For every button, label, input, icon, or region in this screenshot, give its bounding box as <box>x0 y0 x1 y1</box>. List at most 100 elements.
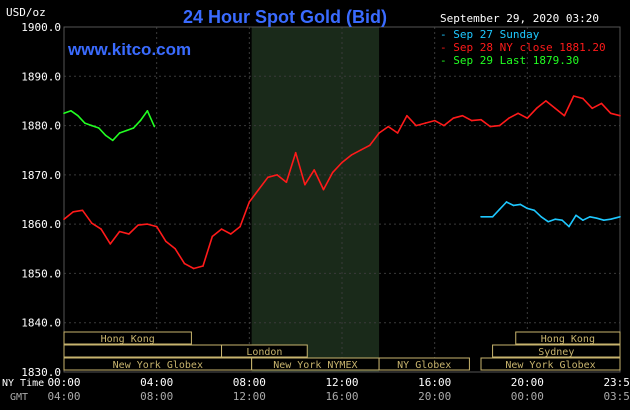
data-point-sep28 <box>257 188 260 191</box>
data-point-sep28 <box>387 125 390 128</box>
data-point-sep27 <box>619 215 621 218</box>
data-point-sep28 <box>554 107 556 110</box>
market-session-label: Hong Kong <box>101 334 155 345</box>
data-point-sep28 <box>331 171 334 174</box>
y-tick-label: 1870.0 <box>21 169 61 182</box>
data-point-sep28 <box>285 181 288 184</box>
data-point-sep28 <box>341 161 343 164</box>
market-session-box <box>221 344 308 358</box>
market-session-label: London <box>246 347 282 358</box>
data-point-sep28 <box>118 230 121 233</box>
data-point-sep27 <box>480 215 482 218</box>
data-point-sep27 <box>533 209 536 212</box>
data-point-sep27 <box>491 215 494 218</box>
data-point-sep28 <box>369 144 371 147</box>
market-session-box <box>378 357 470 371</box>
x-tick-label-gmt: 12:00 <box>233 390 266 403</box>
data-point-sep28 <box>572 95 575 97</box>
x-tick-label-ny: 12:00 <box>325 376 358 389</box>
data-point-sep28 <box>174 247 176 250</box>
y-tick-label: 1880.0 <box>21 120 61 133</box>
market-sessions: Hong Kong London New York Globex New York N… <box>63 331 621 371</box>
x-tick-label-ny: 23:59 <box>603 376 630 389</box>
data-point-sep28 <box>276 174 278 176</box>
data-point-sep28 <box>91 222 93 224</box>
data-point-sep28 <box>202 265 204 267</box>
data-point-sep28 <box>109 243 112 245</box>
data-point-sep28 <box>146 223 149 225</box>
data-point-sep28 <box>424 122 427 124</box>
market-session-label: New York NYMEX <box>273 360 357 371</box>
data-point-sep29 <box>77 114 79 117</box>
data-point-sep28 <box>155 225 158 228</box>
data-point-sep29 <box>118 132 121 134</box>
data-point-sep27 <box>526 207 529 210</box>
market-session-label: New York Globex <box>113 360 203 371</box>
market-session-box <box>63 344 223 358</box>
x-tick-label-gmt: 04:00 <box>47 390 80 403</box>
data-point-sep28 <box>63 218 65 221</box>
data-point-sep28 <box>359 149 362 152</box>
data-point-sep27 <box>498 208 501 211</box>
data-point-sep28 <box>535 107 538 110</box>
data-point-sep28 <box>508 117 510 119</box>
market-session-label: NY Globex <box>397 360 451 371</box>
y-axis-ticks: 1900.0 1890.0 1880.0 1870.0 1860.0 1850.0 1840… <box>21 21 61 379</box>
x-tick-label-gmt: 16:00 <box>325 390 358 403</box>
legend-entry-sep27: - Sep 27 Sunday <box>440 28 540 41</box>
data-point-sep29 <box>84 122 86 124</box>
x-axis-ticks: 00:0004:0008:0012:0016:0020:0023:5904:00… <box>47 376 630 403</box>
data-point-sep28 <box>192 267 195 270</box>
data-point-sep27 <box>589 215 591 218</box>
data-point-sep28 <box>591 107 593 110</box>
market-session-box <box>492 344 621 358</box>
data-point-sep28 <box>220 228 223 230</box>
data-point-sep28 <box>350 154 353 156</box>
data-point-sep28 <box>211 235 214 238</box>
data-point-sep28 <box>480 118 482 121</box>
data-point-sep27 <box>575 214 577 217</box>
y-tick-label: 1890.0 <box>21 70 61 83</box>
market-session-label: New York Globex <box>505 360 595 371</box>
y-tick-label: 1850.0 <box>21 267 61 280</box>
data-point-sep27 <box>596 217 598 220</box>
market-session-label: Hong Kong <box>541 334 595 345</box>
data-point-sep27 <box>582 219 584 221</box>
website-watermark: www.kitco.com <box>67 40 191 59</box>
x-tick-label-ny: 00:00 <box>47 376 80 389</box>
data-point-sep29 <box>111 139 114 142</box>
data-point-sep28 <box>294 151 297 154</box>
market-session-label: Sydney <box>538 347 574 358</box>
data-point-sep28 <box>461 114 464 117</box>
data-point-sep28 <box>609 112 612 115</box>
data-point-sep28 <box>415 124 417 127</box>
data-point-sep29 <box>153 125 156 128</box>
data-point-sep28 <box>545 100 547 102</box>
x-tick-label-ny: 16:00 <box>418 376 451 389</box>
x-tick-label-ny: 20:00 <box>511 376 544 389</box>
x-tick-label-gmt: 03:59 <box>603 390 630 403</box>
data-point-sep28 <box>239 225 241 228</box>
data-point-sep28 <box>433 119 436 122</box>
plot-area <box>63 26 621 373</box>
legend-entry-sep28: - Sep 28 NY close 1881.20 <box>440 41 606 54</box>
data-point-sep28 <box>563 114 566 117</box>
data-point-sep27 <box>568 225 570 228</box>
x-tick-label-ny: 08:00 <box>233 376 266 389</box>
data-point-sep28 <box>267 176 269 179</box>
data-point-sep28 <box>582 97 584 100</box>
data-point-sep28 <box>81 209 84 212</box>
data-point-sep29 <box>146 109 149 112</box>
data-point-sep28 <box>452 117 455 119</box>
gmt-label: GMT <box>10 392 28 403</box>
data-point-sep27 <box>519 203 522 206</box>
timestamp: September 29, 2020 03:20 <box>440 12 599 25</box>
data-point-sep29 <box>125 129 128 132</box>
y-tick-label: 1830.0 <box>21 366 61 379</box>
data-point-sep28 <box>165 240 167 243</box>
data-point-sep28 <box>128 233 130 235</box>
x-tick-label-gmt: 20:00 <box>418 390 451 403</box>
y-tick-label: 1840.0 <box>21 317 61 330</box>
x-tick-label-gmt: 00:00 <box>511 390 544 403</box>
